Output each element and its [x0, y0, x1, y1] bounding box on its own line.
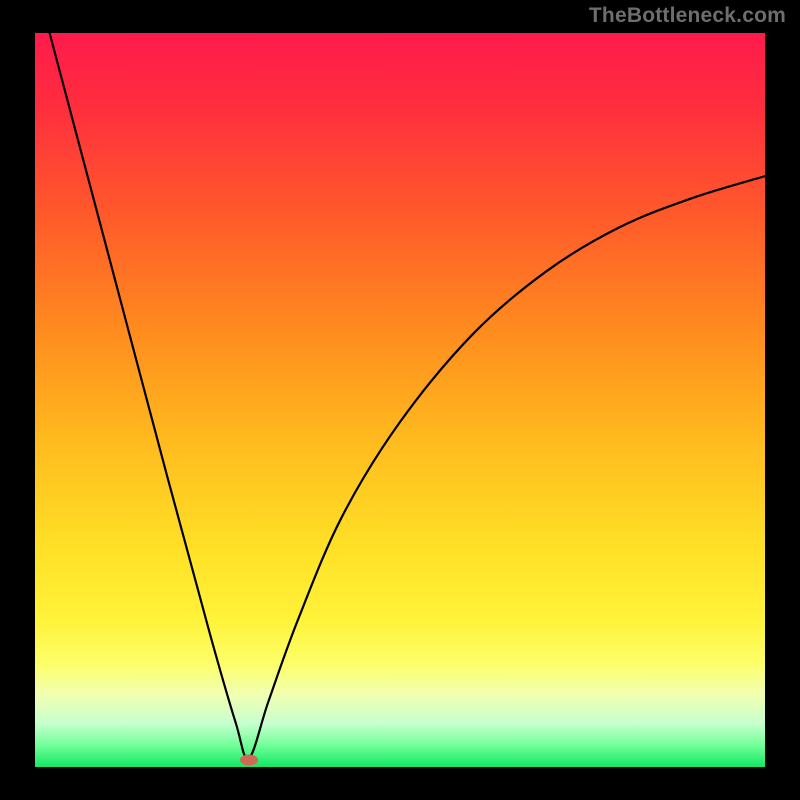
- chart-frame: TheBottleneck.com: [0, 0, 800, 800]
- minimum-marker: [240, 754, 258, 765]
- curve-path: [50, 33, 765, 759]
- plot-area: [35, 33, 765, 767]
- watermark-text: TheBottleneck.com: [589, 4, 786, 28]
- bottleneck-curve: [35, 33, 765, 767]
